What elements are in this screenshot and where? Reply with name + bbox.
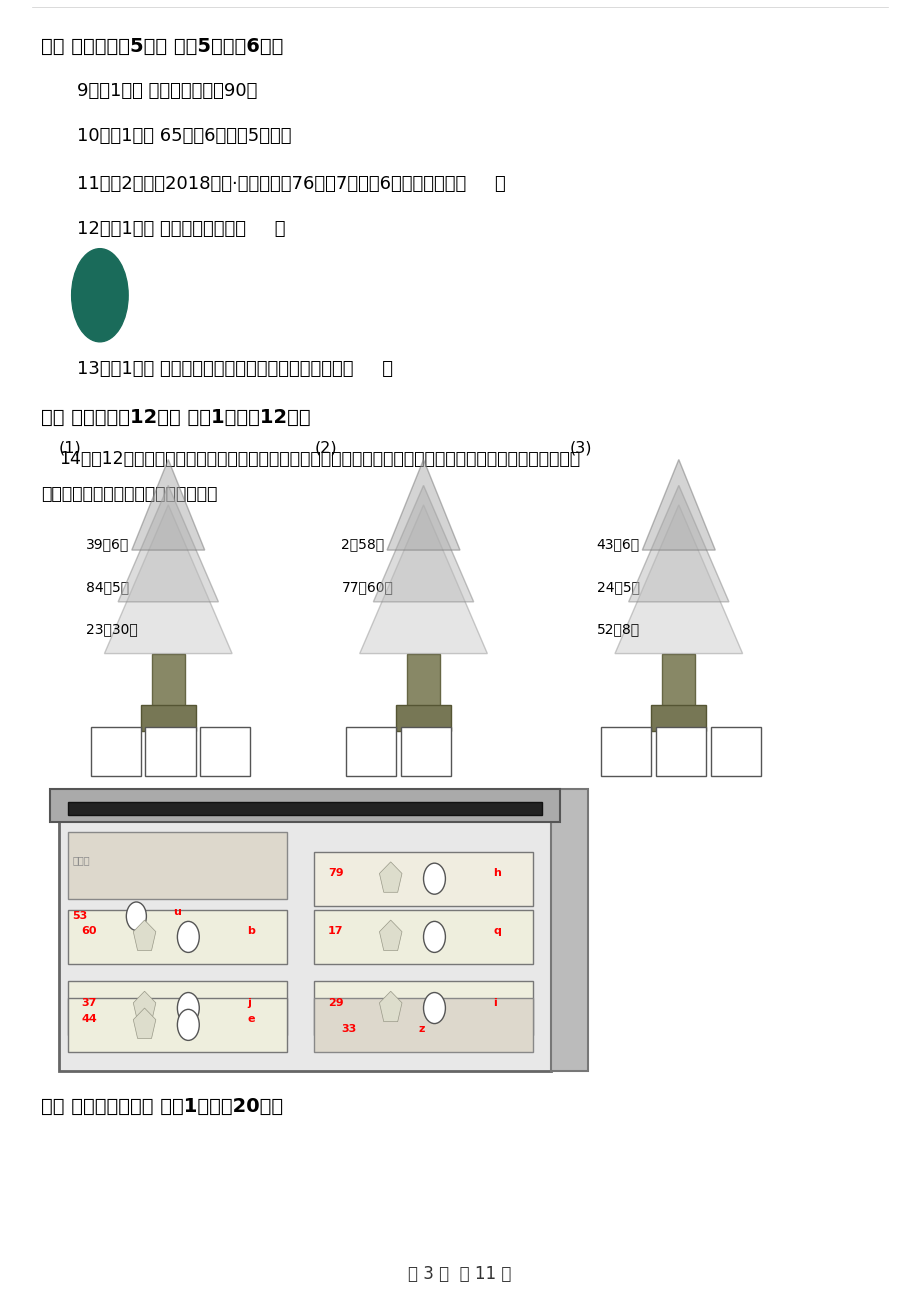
Text: j: j [247, 997, 251, 1008]
Text: (2): (2) [313, 440, 336, 456]
Bar [313, 910, 532, 963]
Polygon shape [614, 505, 742, 654]
Text: 53: 53 [73, 911, 87, 922]
Bar [401, 728, 450, 776]
Bar [68, 997, 287, 1052]
Text: (3): (3) [569, 440, 591, 456]
Text: 39－6＝: 39－6＝ [86, 538, 130, 551]
Circle shape [177, 922, 199, 953]
Text: e: e [247, 1014, 255, 1025]
Circle shape [126, 902, 146, 931]
Text: z: z [418, 1023, 425, 1034]
Text: 17: 17 [327, 927, 343, 936]
Text: 得到《西游记》中的一个人物的名字。: 得到《西游记》中的一个人物的名字。 [40, 486, 217, 504]
Text: 13．（1分） 分类的标准不同，分类的结果就不同。（     ）: 13．（1分） 分类的标准不同，分类的结果就不同。（ ） [77, 359, 392, 378]
Text: 24＋5＝: 24＋5＝ [596, 579, 639, 594]
Bar [313, 980, 532, 1035]
Bar [68, 832, 287, 900]
Text: u: u [173, 907, 180, 918]
Circle shape [177, 1009, 199, 1040]
Circle shape [423, 863, 445, 894]
Text: 33: 33 [341, 1023, 357, 1034]
Text: 52－8＝: 52－8＝ [596, 622, 640, 637]
Polygon shape [641, 460, 714, 549]
Bar [91, 728, 141, 776]
Bar [68, 802, 541, 815]
Polygon shape [131, 460, 205, 549]
Text: 60: 60 [82, 927, 97, 936]
Ellipse shape [72, 249, 128, 342]
Polygon shape [118, 486, 218, 602]
Text: 23＋30＝: 23＋30＝ [86, 622, 138, 637]
Text: i: i [493, 997, 497, 1008]
Text: h: h [493, 868, 501, 879]
Text: 9．（1分） 最大的两位数是90。: 9．（1分） 最大的两位数是90。 [77, 82, 257, 100]
Bar [396, 706, 450, 732]
Polygon shape [359, 505, 487, 654]
Text: 四、 计算下面各题。 （共1题；共20分）: 四、 计算下面各题。 （共1题；共20分） [40, 1098, 282, 1116]
Polygon shape [105, 505, 232, 654]
Circle shape [423, 992, 445, 1023]
Text: 77－60＝: 77－60＝ [341, 579, 393, 594]
Bar [651, 706, 706, 732]
Text: 2＋58＝: 2＋58＝ [341, 538, 384, 551]
Bar [152, 654, 185, 712]
Text: 14．（12分）请把树上的算式算出来，然后再将计算结果换成抽屉上的字母，写到算式下面的方框内，你就能: 14．（12分）请把树上的算式算出来，然后再将计算结果换成抽屉上的字母，写到算式… [59, 450, 579, 469]
Polygon shape [373, 486, 473, 602]
Text: 84－5＝: 84－5＝ [86, 579, 130, 594]
Bar [710, 728, 760, 776]
Bar [59, 809, 550, 1072]
Text: q: q [493, 927, 501, 936]
Bar [141, 706, 196, 732]
Text: 43－6＝: 43－6＝ [596, 538, 640, 551]
Text: 第 3 页  共 11 页: 第 3 页 共 11 页 [408, 1266, 511, 1284]
Bar [50, 789, 560, 822]
Bar [68, 980, 287, 1035]
Polygon shape [387, 460, 460, 549]
Text: b: b [247, 927, 255, 936]
Text: （图）: （图） [73, 855, 90, 866]
Text: 10．（1分） 65表示6个一和5个十。: 10．（1分） 65表示6个一和5个十。 [77, 128, 291, 145]
Bar [550, 789, 587, 1072]
Circle shape [177, 992, 199, 1023]
Text: 三、 口算。（共12分） （共1题；共12分）: 三、 口算。（共12分） （共1题；共12分） [40, 408, 310, 427]
Bar [662, 654, 695, 712]
Bar [313, 997, 532, 1052]
Text: 12．（1分） 这是个长方形。（     ）: 12．（1分） 这是个长方形。（ ） [77, 220, 285, 238]
Bar [601, 728, 651, 776]
Text: 37: 37 [82, 997, 96, 1008]
Bar [407, 654, 439, 712]
Text: 11．（2分）（2018一下·云南月考）76是由7个一和6个十组成的。（     ）: 11．（2分）（2018一下·云南月考）76是由7个一和6个十组成的。（ ） [77, 174, 505, 193]
Text: 二、 判断。（共5分） （共5题；共6分）: 二、 判断。（共5分） （共5题；共6分） [40, 36, 283, 56]
Circle shape [423, 922, 445, 953]
Bar [655, 728, 706, 776]
Text: 44: 44 [82, 1014, 97, 1025]
Bar [68, 910, 287, 963]
Bar [145, 728, 196, 776]
Bar [313, 852, 532, 906]
Text: 79: 79 [327, 868, 343, 879]
Text: 29: 29 [327, 997, 343, 1008]
Bar [200, 728, 250, 776]
Polygon shape [628, 486, 728, 602]
Text: (1): (1) [59, 440, 82, 456]
Bar [346, 728, 396, 776]
